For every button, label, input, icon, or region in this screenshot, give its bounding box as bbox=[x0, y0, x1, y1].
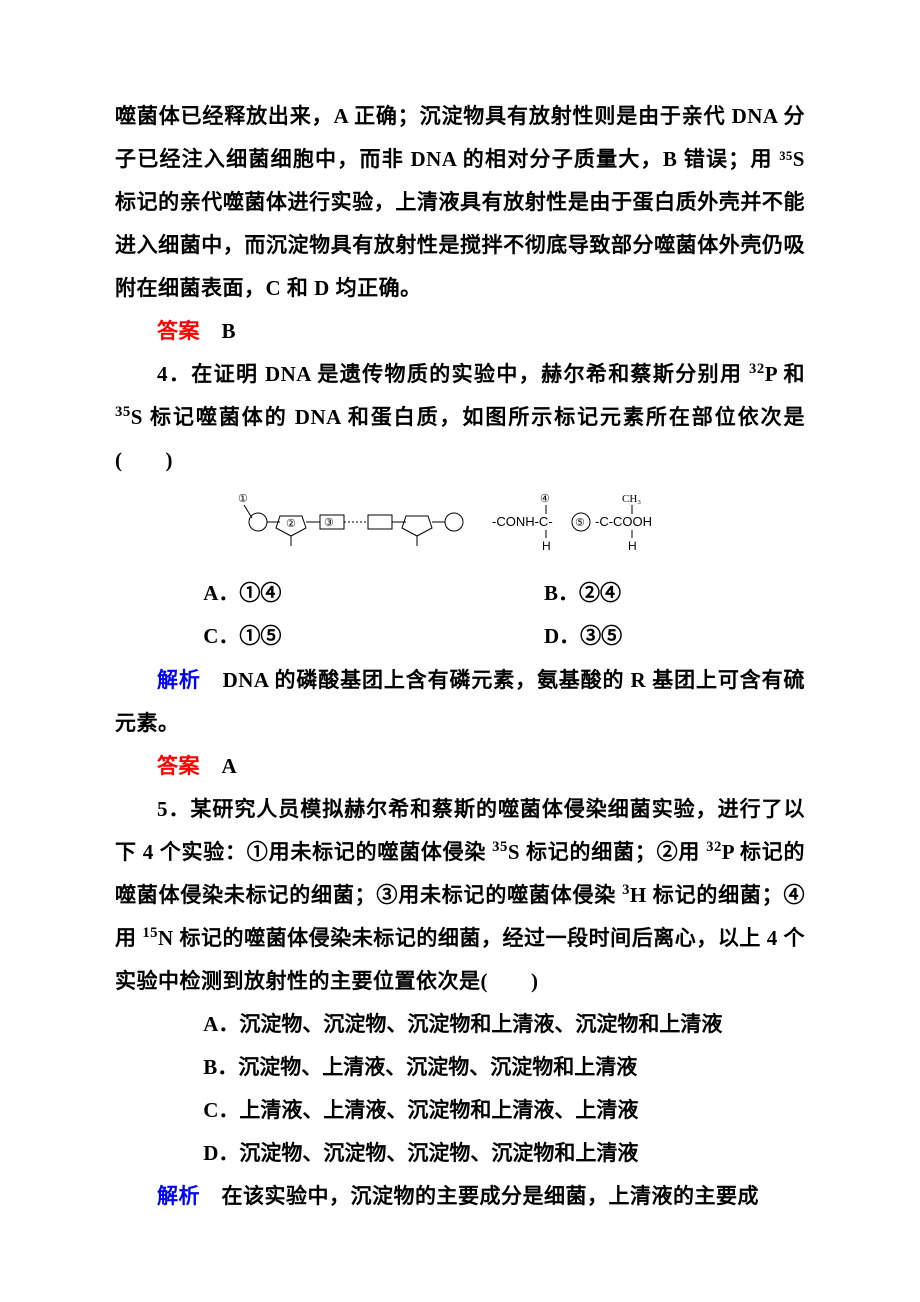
answer-4-text: A bbox=[200, 754, 237, 778]
q4-text-1: 4．在证明 DNA 是遗传物质的实验中，赫尔希和蔡斯分别用 bbox=[157, 362, 749, 386]
q5-sup-3: 3 bbox=[622, 882, 630, 898]
q5-text-5: N 标记的噬菌体侵染未标记的细菌，经过一段时间后离心，以上 4 个实验中检测到放… bbox=[115, 926, 805, 993]
svg-text:⑤: ⑤ bbox=[575, 517, 585, 529]
answer-label: 答案 bbox=[157, 319, 200, 343]
svg-text:④: ④ bbox=[540, 493, 550, 505]
svg-text:③: ③ bbox=[324, 517, 334, 529]
analysis-label: 解析 bbox=[157, 1184, 200, 1208]
q4-text-3: S 标记噬菌体的 DNA 和蛋白质，如图所示标记元素所在部位依次是( ) bbox=[115, 405, 805, 472]
answer-3-text: B bbox=[200, 319, 236, 343]
svg-text:H: H bbox=[628, 539, 637, 553]
answer-label: 答案 bbox=[157, 754, 200, 778]
q5-text-2: S 标记的细菌；②用 bbox=[508, 840, 706, 864]
q4-text-2: P 和 bbox=[765, 362, 805, 386]
q5-option-a: A．沉淀物、沉淀物、沉淀物和上清液、沉淀物和上清液 bbox=[115, 1003, 805, 1046]
svg-text:CH₃: CH₃ bbox=[622, 493, 641, 505]
svg-text:-CONH-C-: -CONH-C- bbox=[492, 514, 553, 529]
q4-analysis-text: DNA 的磷酸基团上含有磷元素，氨基酸的 R 基团上可含有硫元素。 bbox=[115, 668, 805, 735]
question-5: 5．某研究人员模拟赫尔希和蔡斯的噬菌体侵染细菌实验，进行了以下 4 个实验：①用… bbox=[115, 788, 805, 1003]
svg-text:②: ② bbox=[286, 518, 296, 530]
q5-sup-1: 35 bbox=[492, 839, 508, 855]
q5-analysis-text: 在该实验中，沉淀物的主要成分是细菌，上清液的主要成 bbox=[200, 1184, 759, 1208]
analysis-label: 解析 bbox=[157, 668, 201, 692]
q4-option-a: A．①④ bbox=[115, 572, 460, 615]
q4-option-d: D．③⑤ bbox=[460, 615, 805, 658]
svg-text:-C-COOH: -C-COOH bbox=[595, 514, 652, 529]
diagram-svg: ① ② ③ ④ CH₃ bbox=[230, 490, 690, 560]
q4-analysis: 解析 DNA 的磷酸基团上含有磷元素，氨基酸的 R 基团上可含有硫元素。 bbox=[115, 659, 805, 745]
explanation-p1: 噬菌体已经释放出来，A 正确；沉淀物具有放射性则是由于亲代 DNA 分子已经注入… bbox=[115, 95, 805, 310]
q4-options-row2: C．①⑤ D．③⑤ bbox=[115, 615, 805, 658]
q5-sup-4: 15 bbox=[142, 925, 158, 941]
q4-sup-2: 35 bbox=[115, 404, 131, 420]
svg-text:H: H bbox=[542, 539, 551, 553]
q5-sup-2: 32 bbox=[706, 839, 722, 855]
answer-4: 答案 A bbox=[115, 745, 805, 788]
q4-option-c: C．①⑤ bbox=[115, 615, 460, 658]
q4-options-row1: A．①④ B．②④ bbox=[115, 572, 805, 615]
answer-3: 答案 B bbox=[115, 310, 805, 353]
q5-option-d: D．沉淀物、沉淀物、沉淀物、沉淀物和上清液 bbox=[115, 1132, 805, 1175]
q5-option-b: B．沉淀物、上清液、沉淀物、沉淀物和上清液 bbox=[115, 1046, 805, 1089]
molecular-diagram: ① ② ③ ④ CH₃ bbox=[115, 490, 805, 560]
q4-option-b: B．②④ bbox=[460, 572, 805, 615]
q5-analysis: 解析 在该实验中，沉淀物的主要成分是细菌，上清液的主要成 bbox=[115, 1175, 805, 1218]
question-4: 4．在证明 DNA 是遗传物质的实验中，赫尔希和蔡斯分别用 32P 和 35S … bbox=[115, 353, 805, 482]
q4-sup-1: 32 bbox=[749, 361, 765, 377]
svg-text:①: ① bbox=[238, 493, 248, 505]
q5-option-c: C．上清液、上清液、沉淀物和上清液、上清液 bbox=[115, 1089, 805, 1132]
